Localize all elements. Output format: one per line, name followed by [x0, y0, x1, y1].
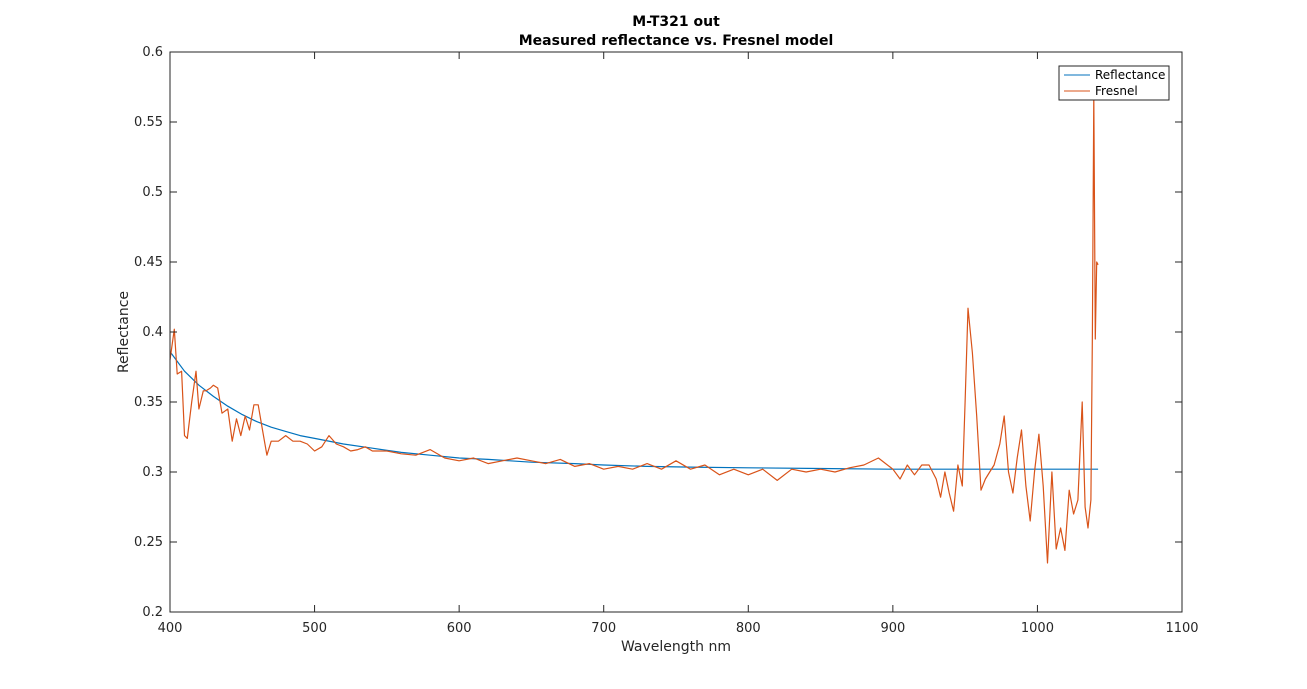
- y-tick-label: 0.5: [142, 185, 163, 200]
- x-tick-label: 600: [447, 621, 472, 636]
- y-tick-label: 0.55: [134, 115, 163, 130]
- x-tick-label: 1000: [1021, 621, 1054, 636]
- legend-label-fresnel: Fresnel: [1095, 84, 1138, 98]
- y-tick-label: 0.25: [134, 535, 163, 550]
- series-line-reflectance: [169, 351, 1099, 470]
- y-tick-label: 0.2: [142, 605, 163, 620]
- y-tick-label: 0.6: [142, 45, 163, 60]
- legend-box: [1058, 65, 1170, 101]
- series-layer: [169, 93, 1099, 564]
- y-tick-label: 0.45: [134, 255, 163, 270]
- x-tick-label: 700: [591, 621, 616, 636]
- x-tick-label: 800: [736, 621, 761, 636]
- plot-background: [170, 52, 1182, 612]
- x-tick-label: 400: [158, 621, 183, 636]
- chart-subtitle: Measured reflectance vs. Fresnel model: [519, 33, 834, 49]
- series-line-fresnel: [169, 93, 1099, 564]
- legend-label-reflectance: Reflectance: [1095, 68, 1165, 82]
- y-axis-label: Reflectance: [116, 291, 132, 373]
- tick-layer: 400 500 600 700 800 900 1000 1100 0.2 0.25 0.3 0.35…: [134, 45, 1199, 636]
- legend: Reflectance Fresnel: [1058, 65, 1170, 101]
- y-tick-label: 0.4: [142, 325, 163, 340]
- y-tick-label: 0.35: [134, 395, 163, 410]
- x-tick-label: 500: [302, 621, 327, 636]
- x-axis-label: Wavelength nm: [621, 639, 731, 655]
- y-tick-label: 0.3: [142, 465, 163, 480]
- chart-title: M-T321 out: [632, 14, 720, 30]
- x-tick-label: 1100: [1165, 621, 1198, 636]
- x-tick-label: 900: [880, 621, 905, 636]
